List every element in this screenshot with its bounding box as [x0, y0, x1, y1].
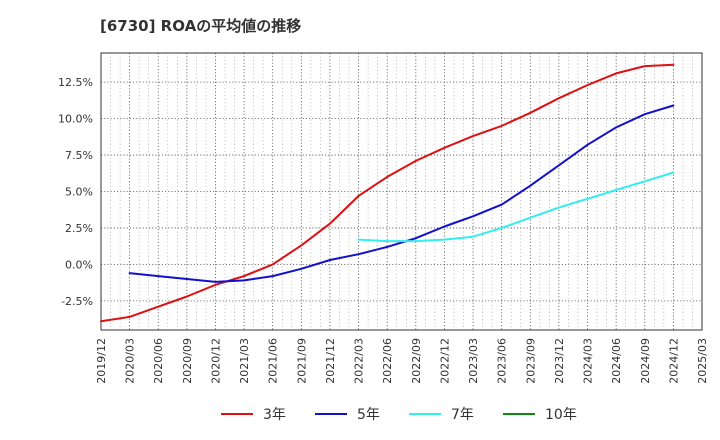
y-tick-label: 12.5% [58, 76, 93, 89]
x-tick-label: 2019/12 [95, 338, 108, 384]
x-tick-label: 2023/09 [524, 338, 537, 384]
y-tick-label: 0.0% [65, 258, 93, 271]
x-tick-label: 2023/03 [467, 338, 480, 384]
x-tick-label: 2021/09 [295, 338, 308, 384]
legend: 3年 5年 7年 10年 [221, 407, 577, 423]
y-tick-label: 10.0% [58, 113, 93, 126]
legend-label: 10年 [545, 407, 577, 423]
legend-label: 3年 [263, 407, 286, 423]
legend-label: 5年 [357, 407, 380, 423]
plot-frame [100, 52, 703, 331]
x-tick-label: 2020/12 [209, 338, 222, 384]
y-tick-label: -2.5% [61, 295, 93, 308]
x-tick-label: 2022/12 [438, 338, 451, 384]
x-tick-label: 2020/06 [152, 338, 165, 384]
series-line-3年 [100, 63, 675, 323]
x-tick-label: 2023/12 [553, 338, 566, 384]
x-tick-label: 2022/09 [410, 338, 423, 384]
x-tick-label: 2023/06 [496, 338, 509, 384]
x-tick-label: 2024/03 [582, 338, 595, 384]
x-tick-label: 2020/09 [181, 338, 194, 384]
series-line-5年 [128, 104, 675, 283]
series-line-7年 [357, 171, 675, 243]
x-tick-label: 2022/03 [353, 338, 366, 384]
x-tick-label: 2021/06 [267, 338, 280, 384]
y-tick-label: 5.0% [65, 186, 93, 199]
y-tick-label: 2.5% [65, 222, 93, 235]
x-tick-label: 2021/03 [238, 338, 251, 384]
x-tick-label: 2021/12 [324, 338, 337, 384]
chart-title: [6730] ROAの平均値の推移 [100, 17, 301, 35]
x-tick-label: 2022/06 [381, 338, 394, 384]
x-tick-label: 2024/09 [639, 338, 652, 384]
legend-label: 7年 [451, 407, 474, 423]
x-tick-label: 2024/06 [610, 338, 623, 384]
x-tick-label: 2024/12 [667, 338, 680, 384]
x-tick-label: 2025/03 [696, 338, 709, 384]
y-tick-label: 7.5% [65, 149, 93, 162]
x-tick-label: 2020/03 [124, 338, 137, 384]
plot-area: -2.5% 0.0% 2.5% 5.0% 7.5% 10.0% 12.5% 2019/12 20… [58, 52, 709, 384]
